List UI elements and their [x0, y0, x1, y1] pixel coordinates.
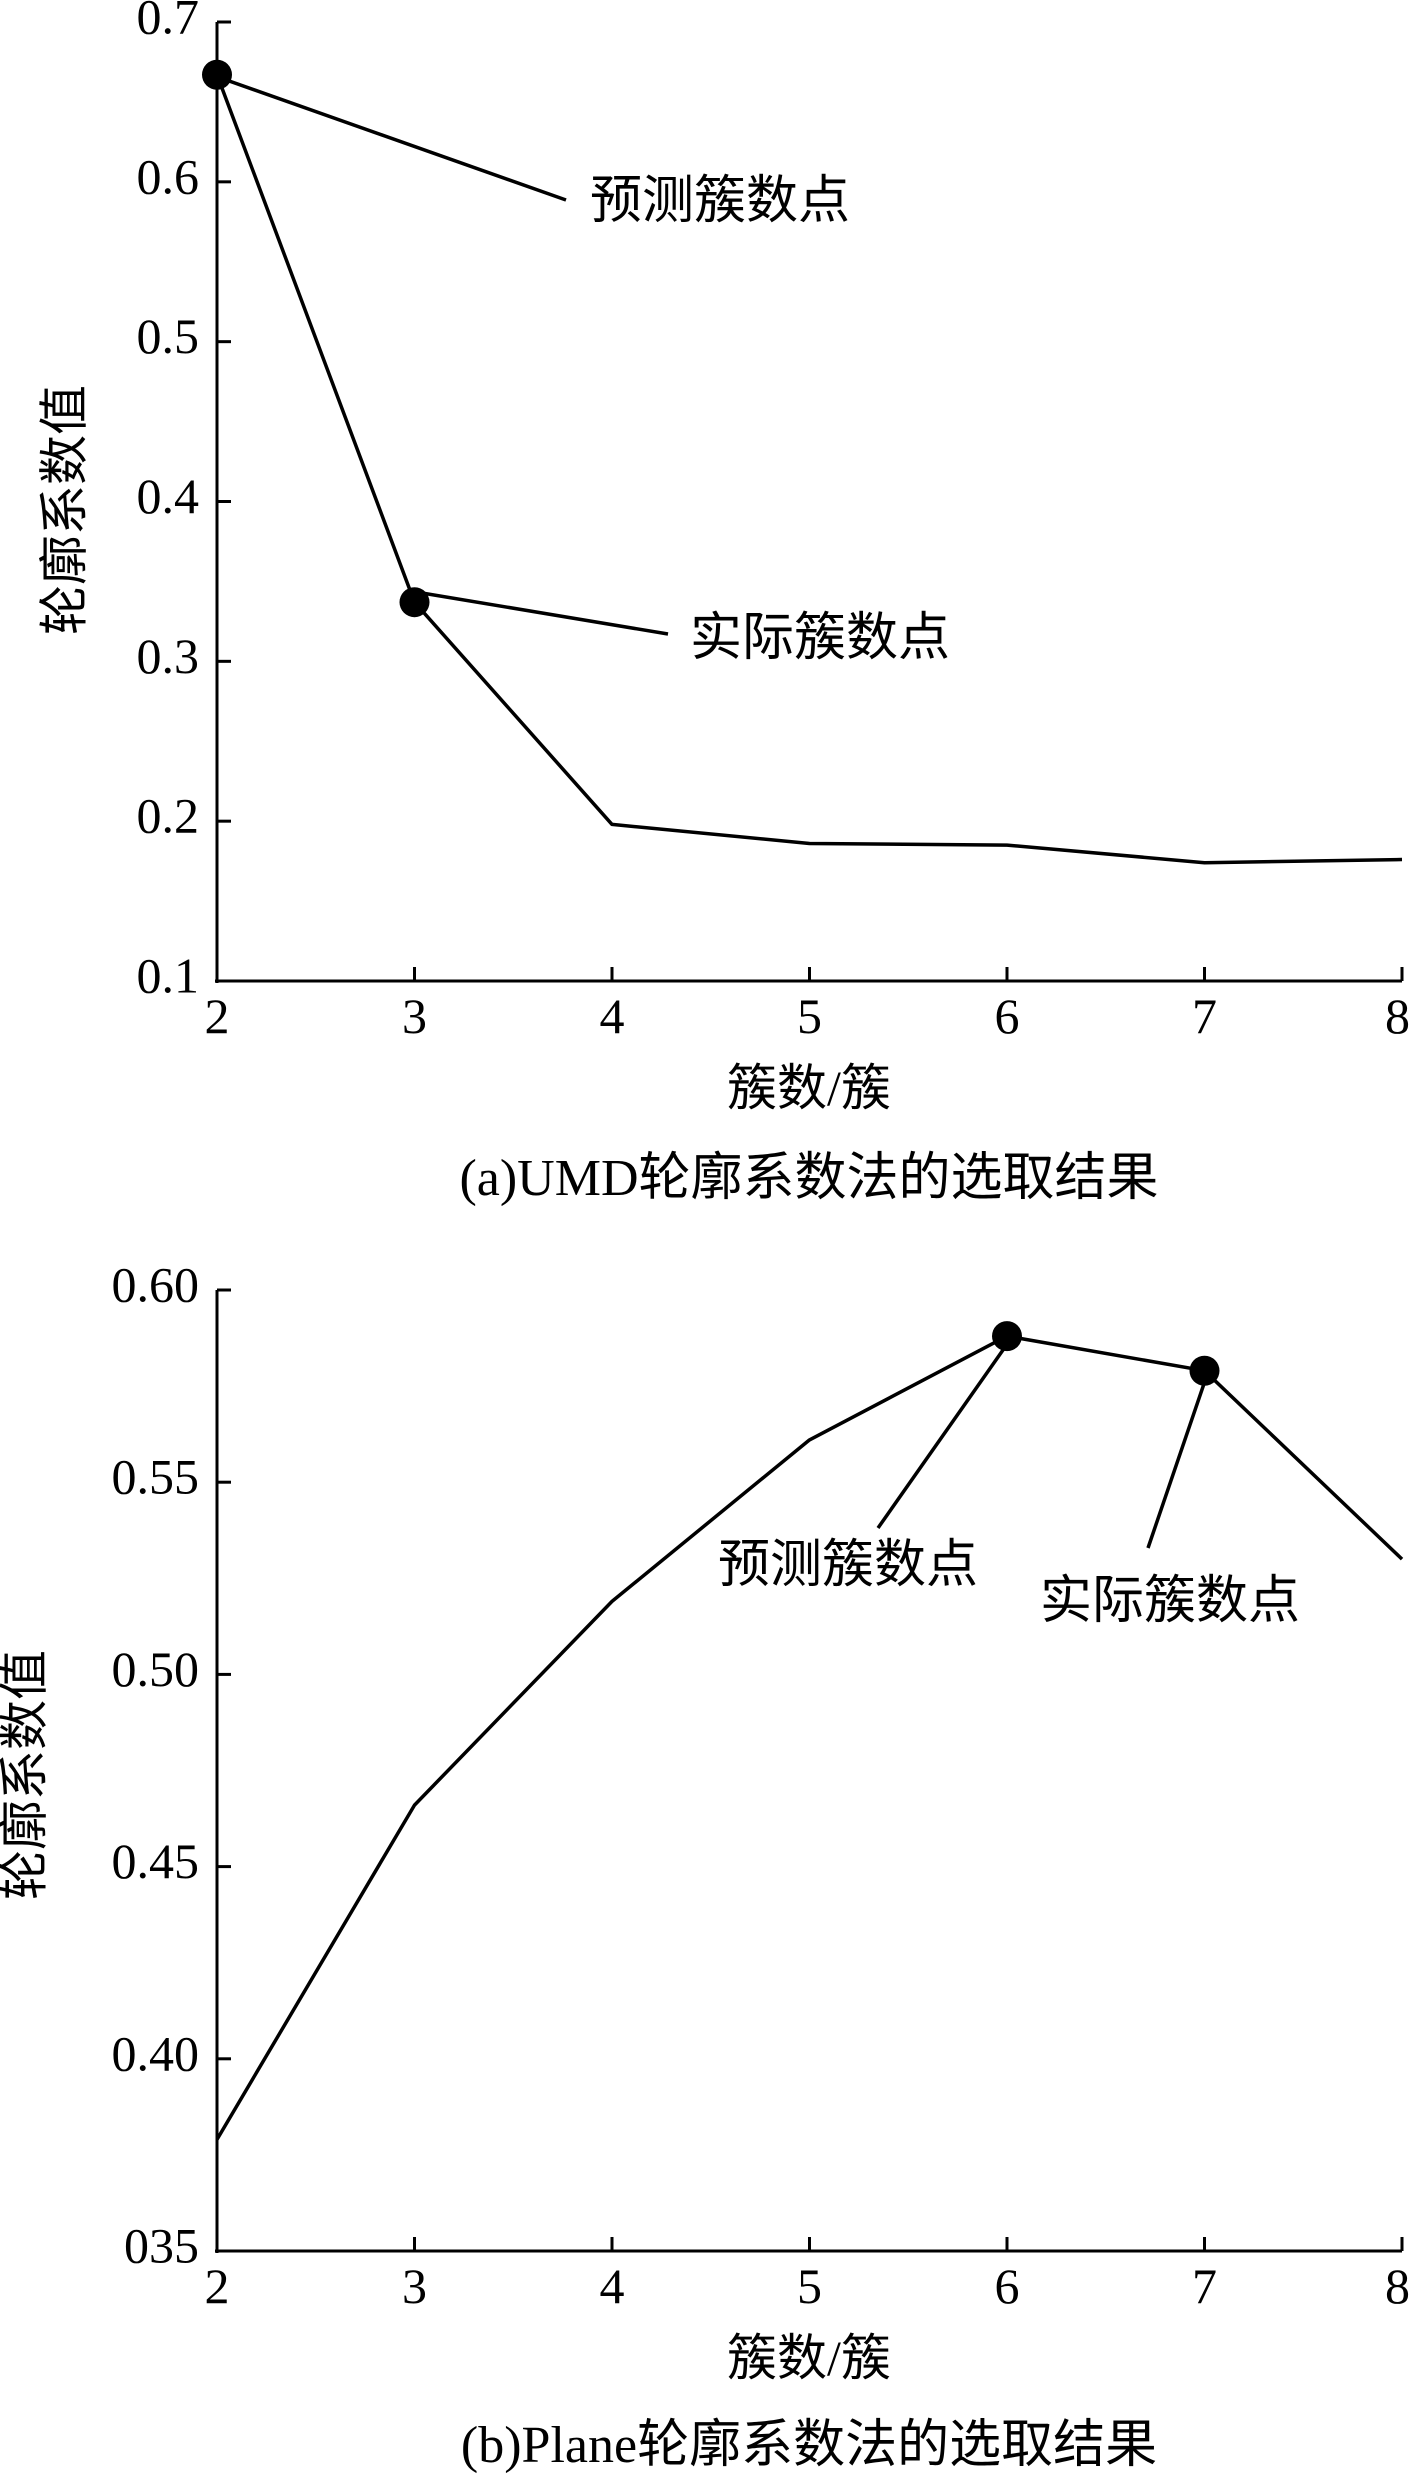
- chart-b-y-axis-title: 轮廓系数值: [0, 1650, 52, 1900]
- x-tick-label: 4: [600, 988, 625, 1044]
- chart-b: 轮廓系数值 035 0.40 0.45 0.50 0.55 0.60 2 3 4 5 6 7 8 预测…: [0, 1256, 1410, 2474]
- x-tick-label: 4: [600, 2258, 625, 2314]
- x-tick-label: 7: [1192, 988, 1217, 1044]
- leader-line-predicted: [876, 1338, 1012, 1530]
- annotation-predicted: 预测簇数点: [590, 173, 850, 230]
- leader-line-actual: [409, 589, 669, 636]
- x-tick-label: 8: [1385, 2258, 1410, 2314]
- x-axis-title: 簇数/簇: [727, 1060, 891, 1116]
- y-axis-title: 轮廓系数值: [36, 385, 92, 635]
- x-tick-label: 6: [995, 988, 1020, 1044]
- y-axis-title: 轮廓系数值: [0, 1650, 52, 1900]
- annotation-leaders: [214, 74, 669, 636]
- leader-line-predicted: [214, 74, 567, 202]
- y-ticks: 0.1 0.2 0.3 0.4 0.5 0.6 0.7: [137, 0, 231, 1003]
- chart-a-y-axis-title: 轮廓系数值: [36, 385, 92, 635]
- y-tick-label: 0.5: [137, 308, 200, 364]
- leader-line-actual: [1146, 1371, 1210, 1549]
- y-tick-label: 0.6: [137, 148, 200, 204]
- y-tick-label: 0.2: [137, 788, 200, 844]
- marker-point: [202, 59, 232, 90]
- x-tick-label: 7: [1192, 2258, 1217, 2314]
- x-axis-title: 簇数/簇: [727, 2330, 891, 2386]
- y-tick-label: 035: [124, 2217, 199, 2273]
- marker-point: [1189, 1355, 1220, 1386]
- y-tick-label: 0.45: [112, 1833, 200, 1889]
- x-tick-label: 3: [402, 988, 427, 1044]
- markers: [992, 1321, 1220, 1386]
- x-tick-label: 8: [1385, 988, 1410, 1044]
- x-tick-label: 5: [797, 988, 822, 1044]
- annotation-predicted: 预测簇数点: [718, 1537, 978, 1594]
- y-tick-label: 0.7: [137, 0, 200, 44]
- y-tick-label: 0.3: [137, 628, 200, 684]
- caption: (a)UMD轮廓系数法的选取结果: [459, 1150, 1158, 1207]
- marker-point: [992, 1321, 1022, 1352]
- x-tick-label: 6: [995, 2258, 1020, 2314]
- marker-point: [399, 587, 430, 618]
- caption: (b)Plane轮廓系数法的选取结果: [461, 2417, 1157, 2474]
- series-line: [215, 1334, 1404, 2141]
- y-tick-label: 0.50: [112, 1641, 200, 1697]
- x-tick-label: 2: [205, 2258, 230, 2314]
- x-tick-label: 2: [205, 988, 230, 1044]
- y-tick-label: 0.1: [137, 947, 200, 1003]
- markers: [202, 59, 430, 618]
- x-tick-label: 5: [797, 2258, 822, 2314]
- y-tick-label: 0.4: [137, 468, 200, 524]
- y-tick-label: 0.55: [112, 1449, 200, 1505]
- annotation-actual: 实际簇数点: [690, 610, 950, 667]
- x-ticks: 2 3 4 5 6 7 8: [205, 967, 1410, 1044]
- y-tick-label: 0.60: [112, 1256, 200, 1312]
- x-tick-label: 3: [402, 2258, 427, 2314]
- annotation-actual: 实际簇数点: [1040, 1573, 1300, 1630]
- y-tick-label: 0.40: [112, 2025, 200, 2081]
- annotation-leaders: [876, 1338, 1210, 1549]
- y-ticks: 035 0.40 0.45 0.50 0.55 0.60: [112, 1256, 231, 2273]
- x-ticks: 2 3 4 5 6 7 8: [205, 2237, 1410, 2314]
- chart-a: 轮廓系数值 0.1 0.2 0.3 0.4 0.5 0.6 0.7 2 3 4 5 6 7 8 预测簇数…: [36, 0, 1410, 1207]
